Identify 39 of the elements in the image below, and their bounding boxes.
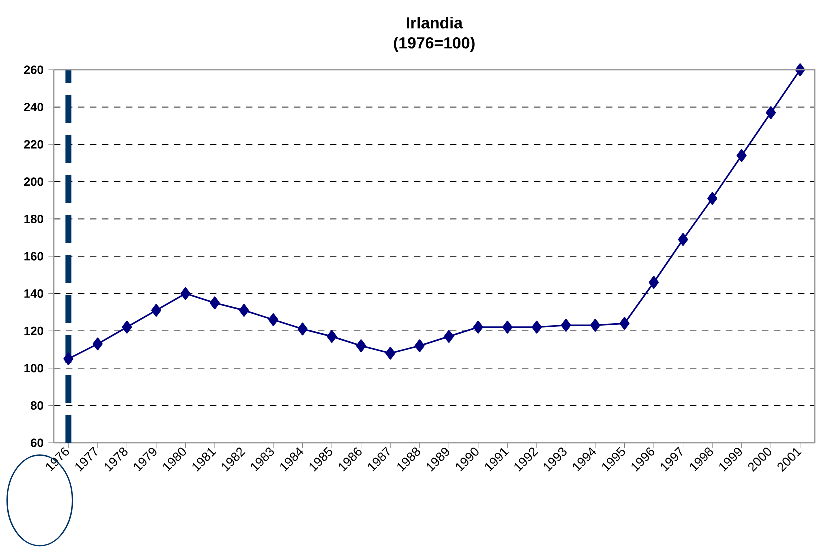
point — [561, 319, 572, 332]
point — [678, 233, 688, 246]
y-tick-label: 60 — [31, 438, 44, 448]
point — [327, 330, 338, 344]
point — [620, 317, 630, 330]
y-tick-label: 140 — [24, 290, 44, 298]
point — [649, 276, 660, 290]
y-tick-label: 180 — [24, 214, 44, 224]
point — [92, 338, 103, 351]
point — [180, 287, 191, 300]
point — [444, 330, 454, 344]
point — [590, 319, 600, 332]
point — [239, 304, 250, 317]
y-tick-label: 120 — [24, 326, 44, 336]
point — [386, 347, 396, 360]
y-tick-label: 100 — [24, 364, 44, 373]
point — [502, 320, 513, 334]
point — [210, 296, 220, 310]
point — [736, 149, 747, 162]
y-tick-label: 200 — [24, 178, 44, 186]
point — [64, 352, 74, 366]
point — [708, 192, 718, 206]
point — [414, 340, 425, 352]
point — [356, 340, 366, 352]
y-tick-label: 80 — [30, 401, 44, 410]
point — [795, 64, 806, 76]
point — [473, 320, 484, 334]
y-tick-label: 220 — [24, 140, 44, 149]
y-tick-label: 260 — [24, 66, 44, 74]
point — [766, 106, 776, 120]
point — [532, 320, 542, 334]
chart-subtitle: (1976=100) — [394, 37, 475, 52]
y-tick-label: 240 — [24, 103, 44, 112]
point — [298, 322, 308, 336]
point — [151, 304, 162, 317]
chart-title: Irlandia — [407, 17, 464, 29]
y-tick-label: 160 — [24, 252, 44, 261]
point — [268, 314, 279, 326]
point — [122, 320, 132, 334]
